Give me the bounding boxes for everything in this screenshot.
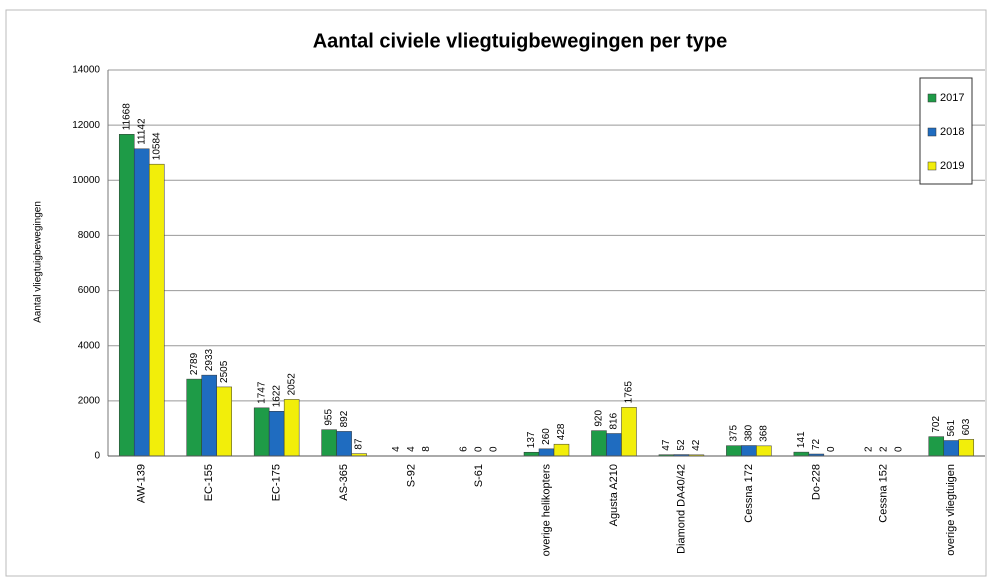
x-tick-label: EC-175 <box>271 464 283 501</box>
bar <box>538 448 555 457</box>
y-axis-label: Aantal vliegtuigbewegingen <box>33 201 44 323</box>
value-label: 52 <box>676 439 687 451</box>
value-label: 380 <box>744 424 755 441</box>
value-label: 955 <box>324 409 335 426</box>
value-label: 1622 <box>271 385 282 408</box>
chart-title: Aantal civiele vliegtuigbewegingen per t… <box>313 30 728 52</box>
bar <box>958 439 975 457</box>
bar <box>553 443 570 457</box>
x-tick-label: Agusta A210 <box>608 464 620 526</box>
bar <box>943 440 960 457</box>
value-label: 1747 <box>256 381 267 404</box>
value-label: 2 <box>863 446 874 452</box>
bar <box>321 429 337 457</box>
y-tick-label: 14000 <box>72 65 100 76</box>
value-label: 2052 <box>286 373 297 396</box>
y-tick-label: 8000 <box>78 230 101 241</box>
x-tick-label: AS-365 <box>338 464 350 501</box>
y-tick-label: 10000 <box>72 175 100 186</box>
x-tick-label: overige helikopters <box>540 464 552 557</box>
value-label: 11142 <box>136 118 147 145</box>
x-tick-label: S-61 <box>473 464 485 487</box>
bar <box>283 399 300 457</box>
value-label: 137 <box>526 431 537 448</box>
bar <box>148 163 165 457</box>
value-label: 368 <box>759 425 770 442</box>
x-tick-label: S-92 <box>405 464 417 487</box>
value-label: 0 <box>474 446 485 452</box>
value-label: 0 <box>893 446 904 452</box>
value-label: 141 <box>796 431 807 448</box>
value-label: 0 <box>489 446 500 452</box>
value-label: 4 <box>406 446 417 452</box>
value-label: 603 <box>961 418 972 435</box>
x-tick-label: Cessna 172 <box>743 464 755 523</box>
y-tick-label: 12000 <box>72 120 100 131</box>
legend-swatch <box>927 127 937 137</box>
bar <box>118 134 135 457</box>
y-tick-label: 2000 <box>78 395 101 406</box>
value-label: 2933 <box>204 348 215 371</box>
legend-label: 2019 <box>940 160 964 172</box>
bar <box>621 407 637 457</box>
chart-frame <box>5 9 987 577</box>
y-tick-label: 0 <box>94 451 100 462</box>
value-label: 8 <box>421 446 432 452</box>
bar <box>741 445 757 457</box>
value-label: 2 <box>878 446 889 452</box>
value-label: 892 <box>339 410 350 427</box>
value-label: 816 <box>609 412 620 429</box>
value-label: 42 <box>691 439 702 451</box>
bar <box>336 431 352 457</box>
value-label: 920 <box>594 410 605 427</box>
bar <box>216 386 232 457</box>
bar <box>606 433 622 457</box>
x-tick-label: Diamond DA40/42 <box>675 464 687 554</box>
value-label: 2505 <box>219 360 230 383</box>
value-label: 6 <box>459 446 470 452</box>
y-tick-label: 4000 <box>78 340 101 351</box>
bar <box>268 411 285 457</box>
value-label: 375 <box>729 425 740 442</box>
x-tick-label: Do-228 <box>810 464 822 500</box>
value-label: 428 <box>556 423 567 440</box>
bar <box>591 430 607 457</box>
value-label: 10584 <box>151 132 162 160</box>
x-tick-label: AW-139 <box>136 464 148 503</box>
value-label: 72 <box>811 438 822 450</box>
bar <box>928 436 945 457</box>
bar <box>253 407 270 457</box>
legend-label: 2017 <box>940 92 964 104</box>
bar <box>726 445 742 457</box>
value-label: 47 <box>661 439 672 451</box>
legend-label: 2018 <box>940 126 964 138</box>
bar <box>186 378 202 457</box>
value-label: 4 <box>391 446 402 452</box>
bar <box>793 451 810 457</box>
x-tick-label: overige vliegtuigen <box>945 464 957 556</box>
legend-swatch <box>927 161 937 171</box>
bar <box>133 148 150 457</box>
bar <box>756 445 772 457</box>
value-label: 702 <box>931 416 942 433</box>
value-label: 0 <box>826 446 837 452</box>
value-label: 260 <box>541 428 552 445</box>
value-label: 561 <box>946 419 957 436</box>
value-label: 87 <box>354 438 365 450</box>
value-label: 11668 <box>121 103 132 131</box>
value-label: 2789 <box>189 352 200 375</box>
legend-swatch <box>927 93 937 103</box>
bar <box>201 374 217 457</box>
y-tick-label: 6000 <box>78 285 101 296</box>
value-label: 1765 <box>624 381 635 404</box>
bar <box>523 451 540 457</box>
x-tick-label: EC-155 <box>203 464 215 501</box>
x-tick-label: Cessna 152 <box>878 464 890 523</box>
